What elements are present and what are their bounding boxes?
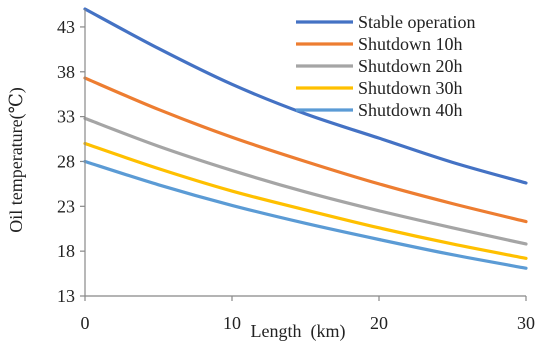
legend-label-4: Shutdown 30h xyxy=(358,78,463,98)
legend-label-3: Shutdown 20h xyxy=(358,56,463,76)
y-tick-label: 43 xyxy=(57,17,75,37)
y-tick-label: 13 xyxy=(57,286,75,306)
y-tick-label: 38 xyxy=(57,62,75,82)
x-tick-label: 20 xyxy=(370,313,388,333)
series-line-3 xyxy=(83,116,528,246)
x-tick-label: 30 xyxy=(517,313,535,333)
series-line-1 xyxy=(83,7,528,185)
series-line-5 xyxy=(83,159,528,270)
x-tick-label: 0 xyxy=(81,313,90,333)
y-tick-label: 18 xyxy=(57,241,75,261)
legend-label-5: Shutdown 40h xyxy=(358,100,463,120)
x-tick-label: 10 xyxy=(223,313,241,333)
y-axis-label: Oil temperature(℃) xyxy=(6,87,27,233)
series-line-2 xyxy=(83,76,528,224)
x-axis-ticks: 0 10 20 30 xyxy=(81,296,535,333)
y-axis-ticks: 13 18 23 28 33 38 43 xyxy=(57,17,85,306)
x-axis-label: Length (km) xyxy=(251,321,346,342)
y-tick-label: 28 xyxy=(57,151,75,171)
legend-label-2: Shutdown 10h xyxy=(358,34,463,54)
y-tick-label: 23 xyxy=(57,196,75,216)
series-line-4 xyxy=(83,141,528,260)
y-tick-label: 33 xyxy=(57,107,75,127)
legend-label-1: Stable operation xyxy=(358,12,475,32)
plot-series xyxy=(83,7,528,270)
